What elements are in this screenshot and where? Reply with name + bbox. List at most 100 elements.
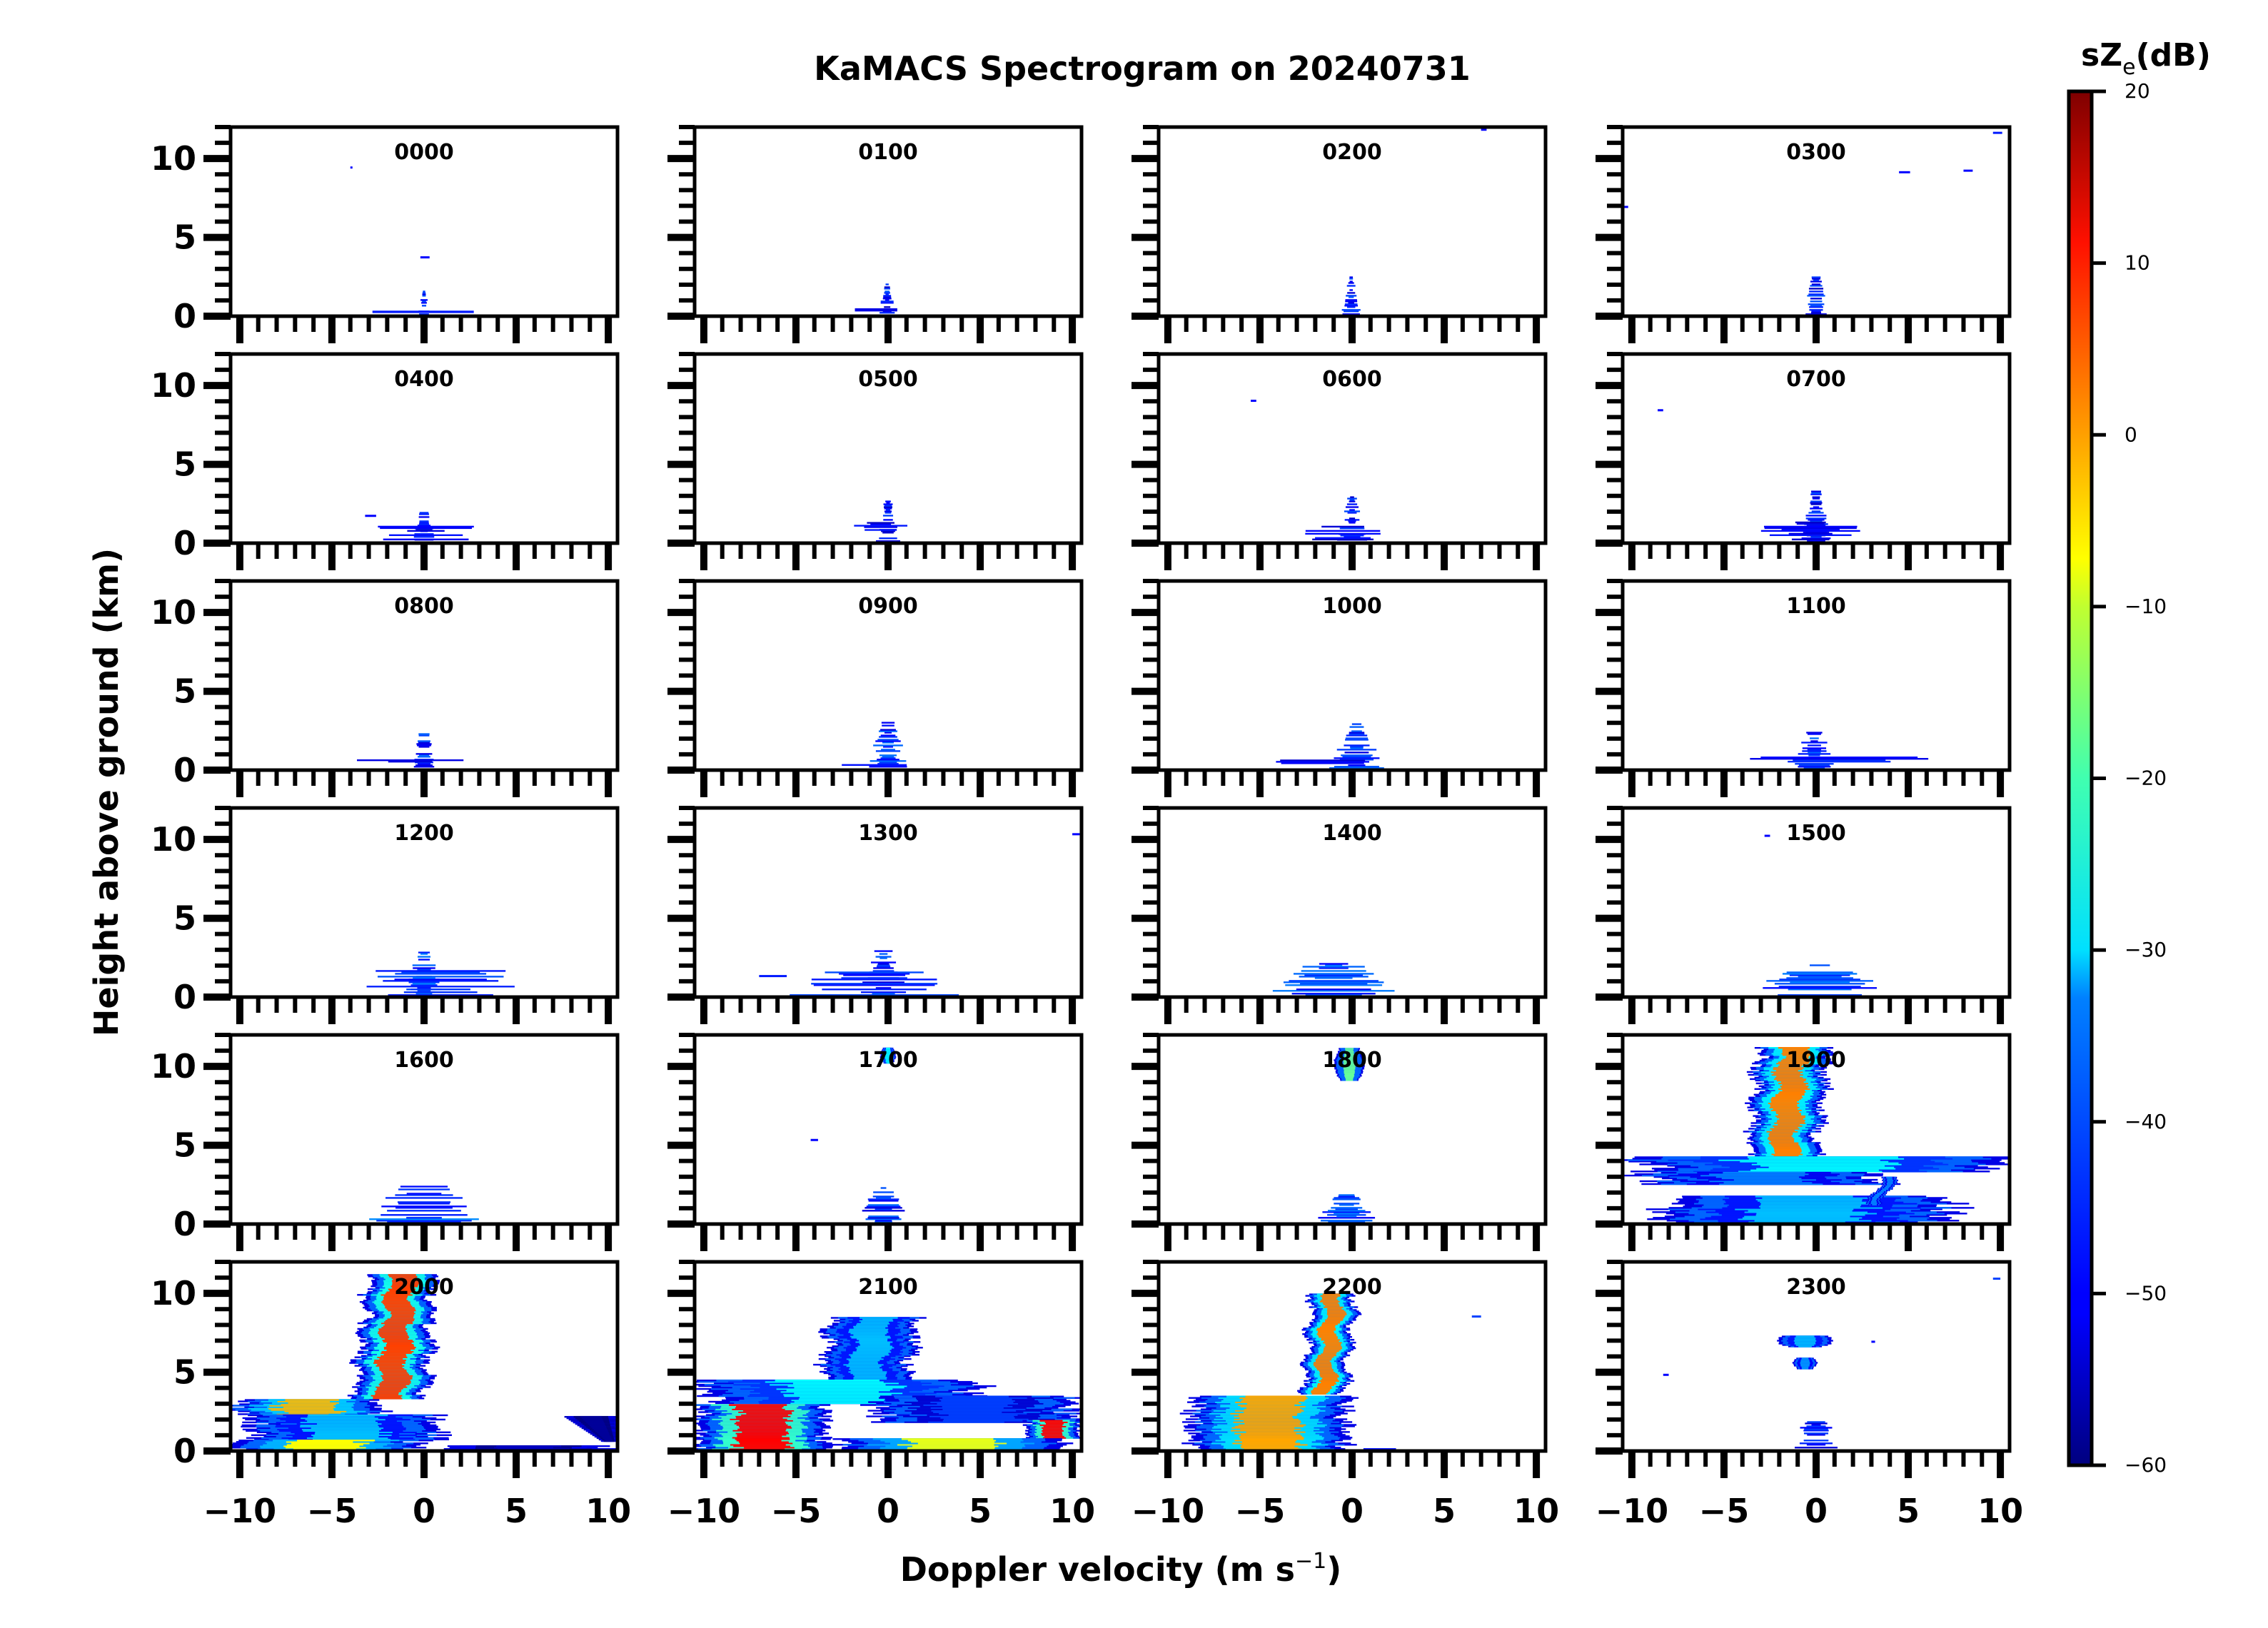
panel-time-label: 0600 bbox=[1322, 367, 1382, 392]
spectral-bin bbox=[1809, 306, 1823, 308]
spectral-bin bbox=[877, 763, 899, 765]
spectral-bin bbox=[1312, 538, 1374, 540]
y-tick-label: 5 bbox=[173, 218, 196, 257]
spectral-feature-band bbox=[1645, 1195, 1975, 1224]
spectral-bin bbox=[403, 991, 478, 994]
spectral-bin bbox=[867, 1204, 899, 1206]
spectral-bin bbox=[379, 1369, 407, 1371]
spectral-bin bbox=[1777, 1119, 1805, 1121]
x-tick-label: 0 bbox=[1805, 1492, 1828, 1530]
spectral-feature-streak bbox=[854, 522, 908, 531]
spectral-bin bbox=[1317, 1328, 1336, 1330]
spectral-bin bbox=[1778, 1113, 1802, 1116]
spectral-bin bbox=[1812, 496, 1820, 498]
spectral-bin bbox=[590, 1425, 606, 1428]
spectral-bin bbox=[1349, 733, 1365, 735]
spectral-bin bbox=[1345, 506, 1359, 508]
spectral-bin bbox=[417, 744, 431, 747]
spectral-bin bbox=[1782, 1089, 1805, 1092]
spectral-bin bbox=[885, 500, 891, 502]
panel-time-label: 0000 bbox=[394, 140, 454, 165]
spectral-bin bbox=[859, 1343, 890, 1345]
spectral-bin bbox=[872, 970, 894, 972]
spectral-bin bbox=[1801, 1366, 1809, 1368]
spectral-bin bbox=[378, 1330, 407, 1333]
spectral-bin bbox=[1314, 1361, 1331, 1364]
spectral-bin bbox=[880, 302, 894, 304]
spectral-feature-blob bbox=[1777, 1335, 1833, 1348]
spectral-bin bbox=[417, 525, 431, 527]
spectral-bin bbox=[843, 974, 906, 976]
spectral-bin bbox=[301, 1417, 378, 1420]
spectral-bin bbox=[1327, 1308, 1342, 1310]
spectral-bin bbox=[1810, 520, 1823, 522]
spectral-bin bbox=[377, 976, 504, 978]
spectral-feature-column bbox=[813, 1317, 927, 1389]
spectral-bin bbox=[1235, 1401, 1299, 1403]
spectral-bin bbox=[879, 754, 897, 757]
y-tick-label: 5 bbox=[173, 672, 196, 711]
spectral-bin bbox=[276, 1413, 329, 1415]
panel-plot-area bbox=[350, 166, 474, 315]
spectral-bin bbox=[872, 1195, 894, 1198]
panel-plot-area bbox=[1318, 1048, 1376, 1223]
spectral-bin bbox=[1810, 740, 1818, 742]
spectral-bin bbox=[1795, 1341, 1816, 1343]
panel-2000: 2000 0 5 10 −10 −5 0 5 10 bbox=[151, 1260, 631, 1530]
spectral-bin bbox=[1345, 739, 1369, 741]
spectral-bin bbox=[877, 759, 899, 761]
spectral-bin bbox=[1744, 1211, 1868, 1213]
spectral-bin bbox=[417, 969, 431, 971]
spectral-feature-streak bbox=[420, 256, 430, 259]
spectral-bin bbox=[1316, 1357, 1332, 1360]
spectral-bin bbox=[1313, 1362, 1331, 1365]
panel-time-label: 0500 bbox=[858, 367, 918, 392]
spectral-bin bbox=[739, 1420, 793, 1422]
spectral-bin bbox=[1325, 1320, 1341, 1323]
spectral-bin bbox=[1768, 1136, 1793, 1138]
spectral-bin bbox=[1042, 1431, 1062, 1433]
panel-0400: 0400 0 5 10 bbox=[151, 352, 620, 570]
panel-1600: 1600 0 5 10 bbox=[151, 1033, 620, 1251]
panel-time-label: 1800 bbox=[1322, 1048, 1382, 1073]
spectral-feature-dot bbox=[1471, 1315, 1481, 1318]
spectral-bin bbox=[389, 1275, 418, 1278]
spectral-bin bbox=[1316, 1333, 1336, 1335]
spectral-bin bbox=[291, 1442, 370, 1445]
spectral-bin bbox=[1323, 1341, 1342, 1344]
spectral-bin bbox=[1342, 756, 1371, 758]
spectral-bin bbox=[381, 1336, 410, 1339]
spectral-bin bbox=[1315, 1365, 1332, 1368]
spectral-bin bbox=[879, 762, 897, 764]
spectral-feature-column bbox=[347, 1274, 440, 1400]
spectral-bin bbox=[759, 975, 787, 978]
spectral-bin bbox=[866, 1205, 901, 1208]
y-tick-label: 10 bbox=[151, 593, 196, 632]
spectral-bin bbox=[736, 1424, 788, 1426]
panel-1100: 1100 bbox=[1596, 579, 2012, 797]
spectral-bin bbox=[1344, 303, 1358, 305]
spectral-bin bbox=[1317, 1382, 1336, 1385]
spectral-bin bbox=[851, 1356, 882, 1359]
spectral-bin bbox=[386, 1291, 412, 1293]
spectral-bin bbox=[1319, 1374, 1339, 1377]
spectral-bin bbox=[735, 1405, 784, 1407]
panel-1900: 1900 bbox=[1596, 1033, 2012, 1251]
spectral-bin bbox=[1774, 1149, 1802, 1151]
spectral-bin bbox=[857, 1348, 892, 1350]
panel-0300: 0300 bbox=[1596, 125, 2012, 343]
spectral-bin bbox=[390, 1310, 414, 1313]
spectral-bin bbox=[385, 1319, 415, 1322]
spectral-bin bbox=[1327, 1310, 1346, 1313]
panel-0900: 0900 bbox=[667, 579, 1084, 797]
spectral-bin bbox=[1241, 1447, 1299, 1449]
spectral-bin bbox=[1810, 280, 1822, 283]
spectral-bin bbox=[867, 1198, 899, 1200]
spectral-bin bbox=[1349, 296, 1354, 298]
spectral-bin bbox=[1880, 1189, 1886, 1192]
spectral-bin bbox=[792, 1382, 899, 1385]
spectral-bin bbox=[1768, 1166, 1895, 1168]
spectral-bin bbox=[1764, 834, 1770, 837]
spectral-bin bbox=[1756, 1168, 1896, 1170]
spectral-bin bbox=[1885, 1185, 1891, 1188]
